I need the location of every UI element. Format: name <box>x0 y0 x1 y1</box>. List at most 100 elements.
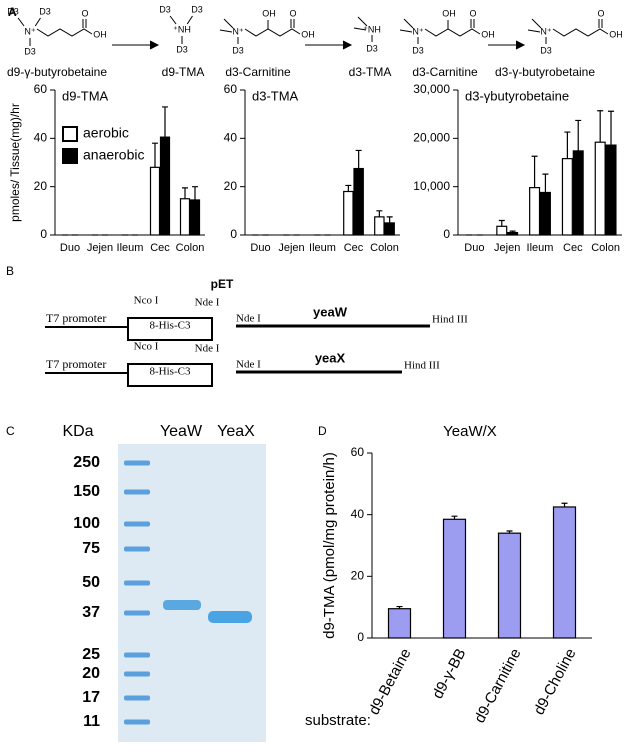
x-tick-label: Ileum <box>309 242 336 254</box>
chart-title: d3-TMA <box>252 88 299 103</box>
legend-label: aerobic <box>83 125 129 141</box>
reaction-arrows <box>112 40 526 50</box>
x-tick-label: Duo <box>250 242 270 254</box>
chart-title: YeaW/X <box>443 423 497 440</box>
bar <box>149 166 161 236</box>
atom-label: N⁺ <box>232 26 243 36</box>
error-bar <box>597 110 604 143</box>
marker-label: 250 <box>73 454 100 471</box>
x-tick-label: d9-Betaine <box>365 646 414 718</box>
bond <box>186 15 193 25</box>
compound-name: d3-Carnitine <box>225 65 291 79</box>
legend-swatch <box>62 148 78 164</box>
x-tick-label: Ileum <box>117 242 144 254</box>
error-bar <box>162 106 168 138</box>
marker-label: 20 <box>82 665 100 682</box>
atom-label: O <box>469 8 476 18</box>
error-bar <box>561 502 568 507</box>
x-tick-label: Colon <box>176 242 205 254</box>
bar <box>539 191 551 236</box>
gene-label: yeaX <box>315 350 346 365</box>
ladder-band <box>124 610 150 616</box>
bond <box>357 16 368 27</box>
compound-name: d9-TMA <box>162 65 205 79</box>
atom-label: D3 <box>159 4 171 14</box>
atom-label: O <box>81 8 88 18</box>
ladder-band <box>124 695 150 701</box>
error-bar <box>509 230 516 233</box>
tag-box <box>127 363 213 387</box>
error-bar <box>531 155 538 188</box>
site-label: Nde I <box>236 313 261 325</box>
x-tick-label: Duo <box>464 242 484 254</box>
panel-label: A <box>8 5 17 19</box>
x-tick-label: Duo <box>60 242 80 254</box>
marker-label: 150 <box>73 483 100 500</box>
bar <box>159 136 171 236</box>
x-tick-label: Jejen <box>494 242 520 254</box>
atom-label: OH <box>262 8 276 18</box>
x-tick-label: d9-γ-BB <box>429 646 469 702</box>
bar <box>353 167 364 236</box>
compound-name: d3-Carnitine <box>412 65 478 79</box>
atom-label: D3 <box>191 4 203 14</box>
y-tick-label: 0 <box>443 227 450 241</box>
error-bar <box>564 131 571 159</box>
site-label: Hind III <box>432 314 468 326</box>
y-tick-label: 20,000 <box>413 131 450 145</box>
atom-label: OH <box>442 8 456 18</box>
bar <box>497 532 522 639</box>
error-bar <box>182 187 188 199</box>
atom-label: N⁺ <box>24 26 35 36</box>
y-tick-label: 20 <box>224 179 238 193</box>
bar <box>374 216 385 236</box>
panel-label: C <box>6 424 15 438</box>
y-tick-label: 20 <box>34 179 48 193</box>
compound-name: d3-TMA <box>349 65 392 79</box>
marker-label: 25 <box>82 646 100 663</box>
x-tick-label: Colon <box>591 242 620 254</box>
ladder-band <box>124 671 150 677</box>
bar <box>189 199 201 236</box>
error-bar <box>396 605 403 609</box>
bar <box>529 187 541 236</box>
atom-label: O <box>289 8 296 18</box>
y-tick-label: 0 <box>357 630 364 644</box>
error-bar <box>542 173 549 193</box>
legend-swatch <box>62 126 78 142</box>
ladder-band <box>124 489 150 495</box>
bond <box>223 18 234 29</box>
bond <box>219 29 233 33</box>
bar <box>179 198 191 236</box>
marker-label: 50 <box>82 574 100 591</box>
bond <box>527 29 541 33</box>
site-label: Nde I <box>236 359 261 371</box>
error-bar <box>345 184 352 192</box>
error-bar <box>498 219 505 227</box>
x-tick-label: Cec <box>150 242 170 254</box>
bond <box>17 17 25 27</box>
site-label: Nco I <box>134 295 159 307</box>
chart-title: d9-TMA <box>62 88 109 103</box>
bar <box>561 158 573 236</box>
error-bar <box>376 210 383 217</box>
error-bar <box>608 110 615 146</box>
bar <box>343 190 354 236</box>
bond <box>244 28 301 37</box>
atom-label: D3 <box>232 45 244 55</box>
compound-name: d3-γ-butyrobetaine <box>495 65 595 79</box>
marker-label: 11 <box>83 713 100 730</box>
legend-label: anaerobic <box>83 147 145 163</box>
gene-label: yeaW <box>313 304 348 319</box>
y-tick-label: 10,000 <box>413 179 450 193</box>
bar <box>507 231 519 236</box>
y-tick-label: 40 <box>351 507 365 521</box>
bond <box>552 28 609 37</box>
y-tick-label: 60 <box>34 82 48 96</box>
plasmid-title: pET <box>211 277 234 291</box>
atom-label: ⁺NH <box>363 24 381 34</box>
bar <box>572 150 584 236</box>
panel-label: D <box>318 424 327 438</box>
atom-label: N⁺ <box>412 26 423 36</box>
site-label: Hind III <box>404 360 440 372</box>
